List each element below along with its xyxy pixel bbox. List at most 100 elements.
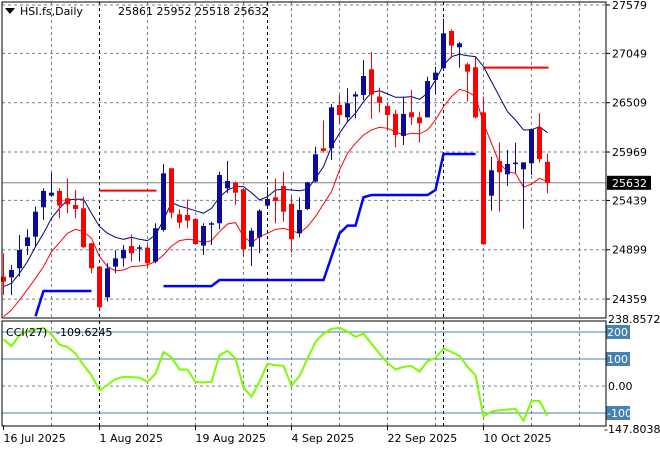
cci-panel[interactable] (2, 326, 606, 423)
current-price-label: 25632 (612, 177, 647, 190)
candle-bearish (193, 218, 198, 244)
candle-bullish (297, 210, 302, 234)
candle-bullish (505, 163, 510, 175)
cci-panel-border (1, 320, 607, 427)
candle-bullish (457, 43, 462, 48)
x-tick-label: 22 Sep 2025 (388, 432, 458, 445)
y-tick-label: 25969 (612, 146, 647, 159)
candle-bearish (473, 67, 478, 118)
candle-bullish (49, 192, 54, 196)
candle-bullish (121, 250, 126, 259)
candle-bullish (265, 198, 270, 206)
candle-bullish (225, 180, 230, 189)
candle-bearish (65, 198, 70, 205)
candle-bullish (313, 154, 318, 182)
y-tick-label: 24899 (612, 244, 647, 257)
candle-bearish (81, 208, 86, 248)
x-tick-label: 10 Oct 2025 (484, 432, 552, 445)
candle-bearish (177, 214, 182, 223)
candle-bullish (25, 237, 30, 247)
candle-bearish (321, 148, 326, 151)
y-tick-label: 25439 (612, 194, 647, 207)
candle-bullish (361, 75, 366, 95)
candle-bearish (89, 243, 94, 269)
triangle-down-icon[interactable] (5, 8, 15, 14)
candle-bullish (113, 258, 118, 267)
candle-bearish (497, 160, 502, 173)
cci-max-label: 238.8572 (608, 313, 660, 326)
candle-bearish (129, 246, 134, 254)
y-tick-label: 27579 (612, 0, 647, 12)
candle-bullish (401, 113, 406, 136)
candle-bullish (329, 107, 334, 149)
step-line (163, 152, 476, 288)
axes: 27579 27049 26509 25969 25439 24899 24359 25632… (3, 0, 660, 445)
candle-bullish (441, 33, 446, 69)
candle-bullish (153, 228, 158, 262)
cci-min-label: -147.8038 (604, 423, 660, 436)
moving-average-slow (3, 88, 548, 318)
x-tick-label: 19 Aug 2025 (196, 432, 266, 445)
candle-bullish (425, 80, 430, 118)
candle-bearish (73, 205, 78, 210)
candle-bearish (385, 106, 390, 115)
candle-bullish (33, 211, 38, 237)
x-tick-label: 1 Aug 2025 (100, 432, 163, 445)
cci-level-label: 0.00 (608, 380, 633, 393)
candle-bearish (393, 113, 398, 135)
cci-line (2, 326, 549, 423)
candle-bearish (97, 266, 102, 308)
cci-last-value: -109.6245 (56, 326, 112, 339)
candle-bearish (337, 105, 342, 115)
candle-bullish (249, 230, 254, 247)
y-tick-label: 24359 (612, 293, 647, 306)
candle-bullish (433, 72, 438, 80)
y-tick-label: 26509 (612, 97, 647, 110)
candle-bearish (465, 64, 470, 72)
candle-bullish (105, 268, 110, 298)
cci-level-tag (606, 406, 630, 420)
candle-bullish (305, 182, 310, 210)
x-tick-label: 4 Sep 2025 (292, 432, 355, 445)
candle-bullish (513, 162, 518, 165)
cci-level-tag (606, 325, 630, 339)
cci-title: CCI(27) (6, 326, 47, 339)
candle-bearish (481, 112, 486, 245)
candle-bearish (169, 168, 174, 213)
x-tick-label: 16 Jul 2025 (4, 432, 66, 445)
cci-level-label: -100 (607, 407, 632, 420)
current-price-tag (607, 175, 651, 190)
moving-average-fast (3, 53, 548, 288)
candle-bullish (161, 173, 166, 230)
candle-bearish (241, 189, 246, 250)
candle-bullish (489, 170, 494, 196)
price-panel[interactable] (1, 18, 606, 318)
candle-bearish (545, 161, 550, 183)
candle-bearish (449, 30, 454, 46)
candle-bearish (281, 186, 286, 212)
candle-bearish (273, 197, 278, 201)
candle-bearish (185, 214, 190, 221)
candle-bullish (9, 270, 14, 278)
y-tick-label: 27049 (612, 47, 647, 60)
grid (2, 2, 606, 426)
candle-bearish (233, 182, 238, 193)
candle-bearish (537, 127, 542, 159)
candle-bullish (137, 247, 142, 249)
candle-bullish (345, 103, 350, 118)
symbol-timeframe: HSI.fs,Daily (20, 5, 83, 18)
cci-level-tag (606, 352, 630, 366)
price-panel-border (1, 1, 607, 319)
candle-bullish (209, 223, 214, 225)
candle-bearish (369, 69, 374, 95)
candle-bullish (41, 190, 46, 208)
candle-bearish (1, 276, 6, 282)
candle-bullish (17, 250, 22, 269)
candle-bullish (521, 162, 526, 170)
cci-level-label: 100 (607, 353, 628, 366)
candle-bullish (201, 226, 206, 246)
candle-bearish (289, 203, 294, 240)
ohlc-readout: 25861 25952 25518 25632 (118, 5, 268, 18)
candle-bearish (145, 247, 150, 264)
